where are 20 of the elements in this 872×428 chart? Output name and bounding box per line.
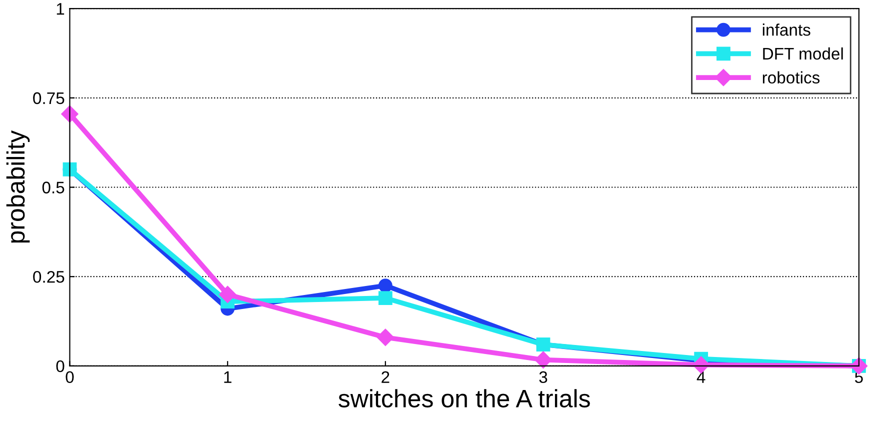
y-tick-label: 0.75 (33, 92, 64, 104)
x-tick-label: 3 (539, 371, 548, 384)
point (378, 278, 392, 292)
y-axis-title: probability (6, 130, 30, 243)
x-tick-label: 2 (382, 371, 390, 383)
x-tick-label: 1 (224, 371, 232, 383)
y-tick-label: 1 (56, 3, 64, 15)
y-tick-label: 0.5 (42, 182, 64, 194)
y-tick-label: 0 (56, 360, 64, 372)
x-tick-label: 0 (66, 371, 74, 384)
legend-label: robotics (762, 71, 820, 84)
legend-label: DFT model (763, 47, 843, 60)
point (376, 328, 394, 346)
x-axis-title: switches on the A trials (338, 389, 590, 408)
x-tick-label: 4 (696, 371, 706, 383)
y-tick-label: 0.25 (33, 270, 64, 283)
legend-label: infants (762, 24, 810, 36)
point (378, 291, 392, 305)
point (534, 351, 552, 368)
point (219, 286, 236, 304)
